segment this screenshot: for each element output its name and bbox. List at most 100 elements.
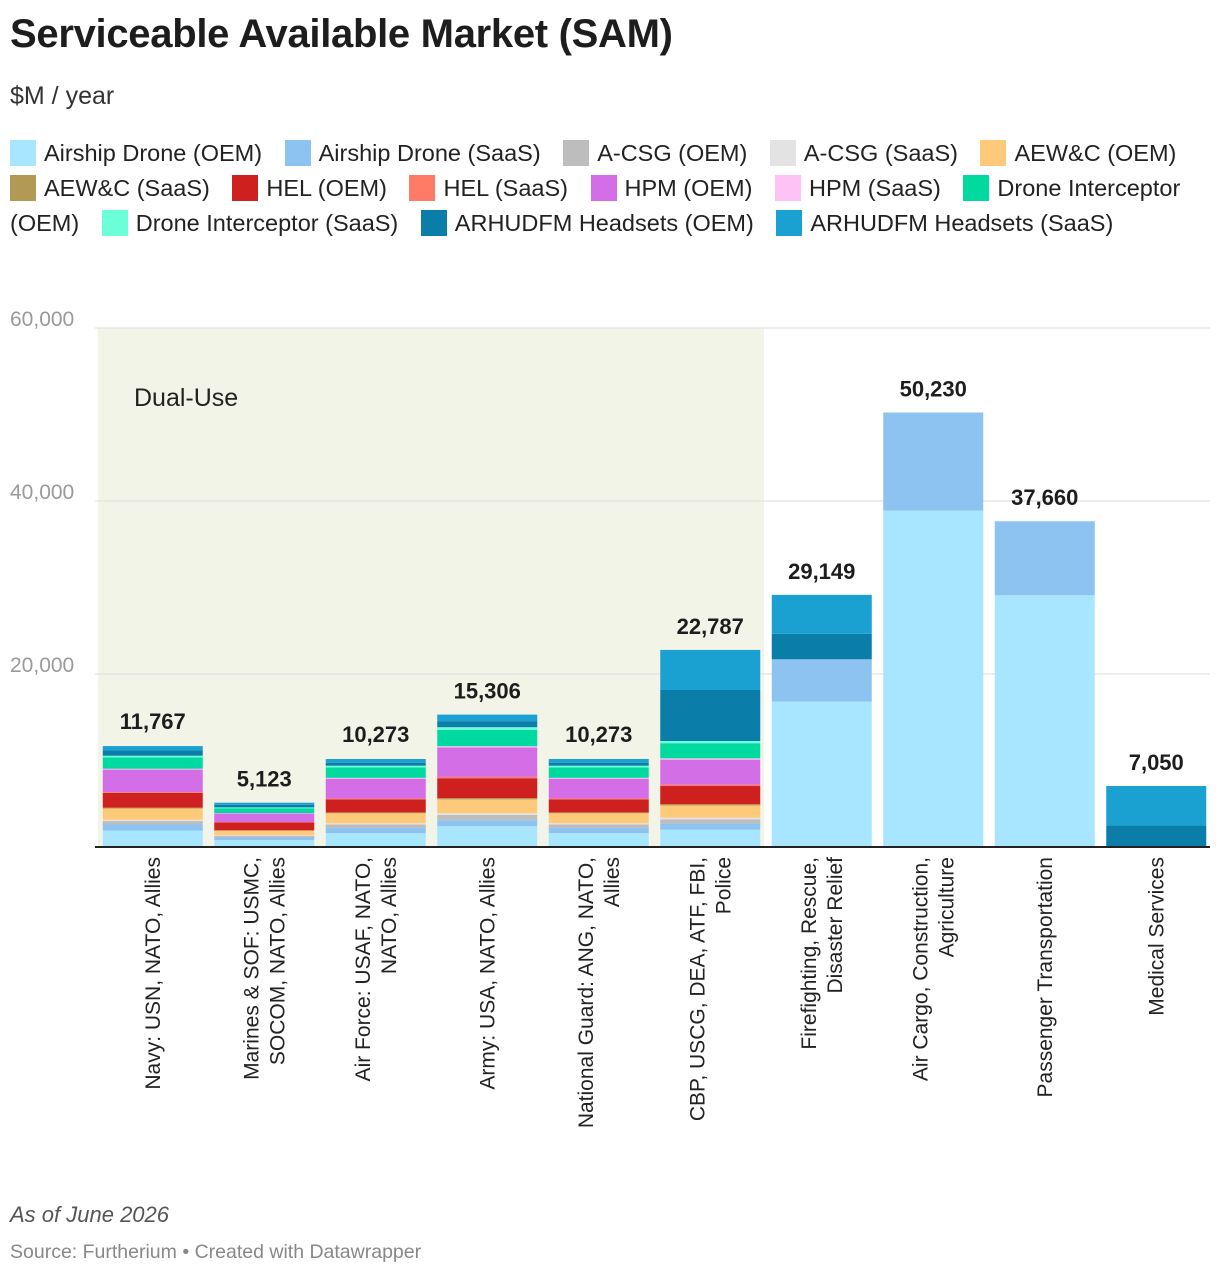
x-tick-label: National Guard: ANG, NATO, Allies	[575, 857, 624, 1128]
created-with-link[interactable]: Created with Datawrapper	[194, 1241, 422, 1263]
bar-segment	[548, 778, 649, 799]
bar-segment	[437, 799, 538, 814]
bar-segment	[548, 767, 649, 778]
legend-item: HPM (OEM)	[590, 175, 753, 201]
legend-label: AEW&C (SaaS)	[44, 175, 210, 201]
bar-segment	[548, 833, 649, 847]
bar-segment	[1106, 786, 1207, 826]
legend-swatch	[420, 210, 447, 236]
chart-title: Serviceable Available Market (SAM)	[10, 12, 673, 56]
bar-segment	[325, 765, 426, 768]
bar-segment	[325, 813, 426, 824]
bar-segment	[548, 823, 649, 825]
x-tick-label: Firefighting, Rescue, Disaster Relief	[798, 857, 847, 1050]
x-tick-label-line: CBP, USCG, DEA, ATF, FBI,	[686, 857, 709, 1121]
bar-segment	[437, 814, 538, 821]
legend-label: ARHUDFM Headsets (OEM)	[454, 210, 754, 236]
legend: Airship Drone (OEM) Airship Drone (SaaS)…	[10, 136, 1205, 241]
legend-item: Drone Interceptor (SaaS)	[101, 210, 399, 236]
legend-item: Airship Drone (OEM)	[10, 140, 262, 166]
bar-total-label: 15,306	[454, 679, 521, 704]
y-tick-label: 40,000	[10, 481, 74, 504]
bar-segment	[214, 840, 315, 847]
bar-segment	[214, 835, 315, 838]
legend-label: HEL (OEM)	[266, 175, 387, 201]
chart-subtitle: $M / year	[10, 82, 115, 110]
bar-segment	[548, 799, 649, 813]
bar-total-label: 10,273	[565, 722, 632, 747]
bar-segment	[437, 729, 538, 747]
bar-segment	[325, 827, 426, 834]
bar-segment	[660, 804, 761, 806]
bar-segment	[325, 833, 426, 847]
bar-segment	[325, 778, 426, 799]
legend-item: A-CSG (SaaS)	[769, 140, 958, 166]
x-tick-label-line: Police	[712, 857, 735, 914]
bar-total-label: 29,149	[788, 559, 855, 584]
bar-segment	[325, 812, 426, 814]
bar-segment	[214, 804, 315, 808]
bar-segment	[214, 802, 315, 805]
bar-segment	[437, 826, 538, 847]
bar-segment	[102, 792, 203, 793]
legend-swatch	[590, 175, 617, 201]
bar-segment	[548, 827, 649, 834]
bar-segment	[437, 727, 538, 730]
bar-segment	[660, 817, 761, 820]
bar-segment	[548, 765, 649, 768]
x-tick-label-line: Navy: USN, NATO, Allies	[142, 857, 165, 1090]
x-tick-label-line: Allies	[601, 857, 624, 907]
source-name: Furtherium	[82, 1241, 177, 1263]
legend-item: Drone Interceptor (OEM)	[10, 175, 1180, 236]
bar-segment	[771, 659, 872, 702]
legend-swatch	[563, 140, 590, 166]
bar-segment	[548, 759, 649, 763]
bar-segment	[325, 762, 426, 766]
x-tick-label: Passenger Transportation	[1034, 857, 1057, 1097]
bar-segment	[214, 808, 315, 814]
bar-segment	[325, 767, 426, 778]
bar-segment	[102, 807, 203, 809]
legend-label: AEW&C (OEM)	[1014, 140, 1177, 166]
y-tick-label: 60,000	[10, 308, 74, 331]
legend-swatch	[776, 210, 803, 236]
bar-segment	[883, 412, 984, 511]
x-tick-label-line: Air Force: USAF, NATO,	[352, 857, 375, 1081]
bar-segment	[214, 807, 315, 809]
bar-segment	[548, 777, 649, 779]
highlight-region	[98, 328, 764, 847]
bar-segment	[325, 777, 426, 779]
x-tick-label: Air Cargo, Construction, Agriculture	[909, 857, 958, 1081]
x-tick-label-line: National Guard: ANG, NATO,	[575, 857, 598, 1128]
bar-segment	[214, 837, 315, 841]
bar-segment	[660, 786, 761, 805]
bar-segment	[994, 521, 1095, 596]
bar-segment	[325, 799, 426, 813]
x-tick-label: Air Force: USAF, NATO, NATO, Allies	[352, 857, 401, 1081]
bar-segment	[102, 819, 203, 822]
bar-segment	[771, 701, 872, 847]
legend-item: HEL (SaaS)	[409, 175, 568, 201]
x-tick-label-line: NATO, Allies	[378, 857, 401, 974]
bar-segment	[102, 792, 203, 808]
bar-segment	[102, 821, 203, 825]
bar-segment	[660, 758, 761, 760]
bar-segment	[102, 755, 203, 758]
x-tick-label-line: Agriculture	[935, 857, 958, 957]
legend-item: A-CSG (OEM)	[563, 140, 747, 166]
legend-label: Drone Interceptor (OEM)	[10, 175, 1181, 236]
bar-segment	[548, 798, 649, 800]
legend-label: HEL (SaaS)	[443, 175, 568, 201]
bar-segment	[102, 808, 203, 820]
bar-segment	[325, 823, 426, 825]
bar-segment	[102, 757, 203, 769]
x-tick-label-line: Passenger Transportation	[1034, 857, 1057, 1097]
legend-label: ARHUDFM Headsets (SaaS)	[810, 210, 1114, 236]
bar-segment	[102, 768, 203, 770]
y-tick-label: 20,000	[10, 654, 74, 677]
legend-label: Drone Interceptor (SaaS)	[135, 210, 399, 236]
legend-label: HPM (OEM)	[624, 175, 753, 201]
legend-swatch	[774, 175, 801, 201]
bar-segment	[437, 813, 538, 815]
legend-swatch	[232, 175, 259, 201]
